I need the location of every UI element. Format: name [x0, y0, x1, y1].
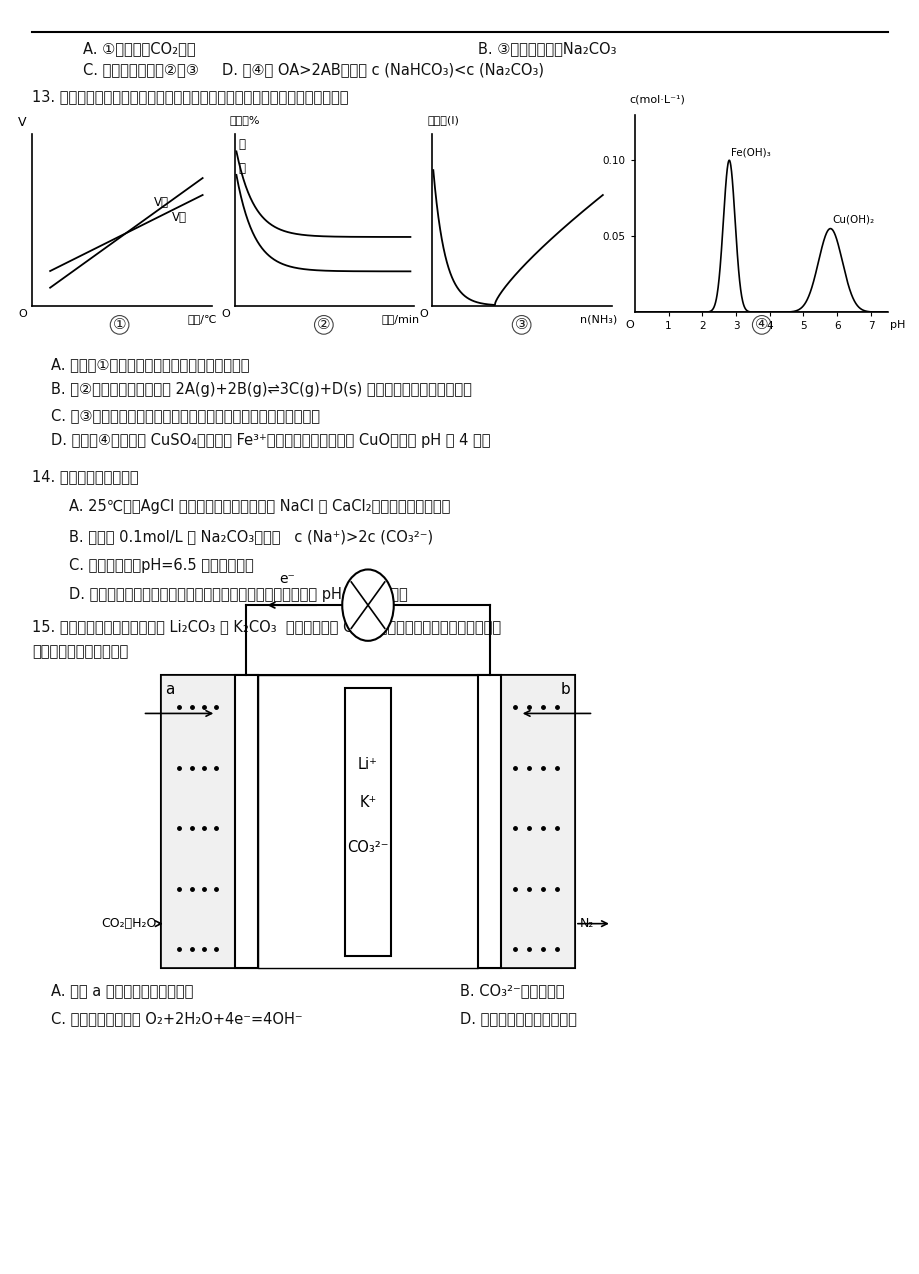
Text: 乙: 乙: [238, 162, 245, 175]
Text: 所示，下列说法正确的是: 所示，下列说法正确的是: [32, 645, 129, 660]
Text: O: O: [18, 310, 28, 320]
Text: Li⁺: Li⁺: [357, 757, 378, 772]
Text: A. 根据图①可判断该可逆反应正反应为吸热反应: A. 根据图①可判断该可逆反应正反应为吸热反应: [51, 357, 249, 372]
Bar: [234, 675, 257, 968]
Bar: [501, 675, 574, 968]
Text: B. CO₃²⁻向正极移动: B. CO₃²⁻向正极移动: [460, 984, 564, 999]
Text: ①: ①: [113, 317, 126, 333]
Text: B. ③中的溶质只有Na₂CO₃: B. ③中的溶质只有Na₂CO₃: [478, 41, 617, 56]
Text: 13. 化学中常用图像直观地描述化学反应的进程或结果。下列图像描述正确的是: 13. 化学中常用图像直观地描述化学反应的进程或结果。下列图像描述正确的是: [32, 89, 348, 104]
Text: O: O: [418, 310, 427, 320]
Text: O: O: [221, 310, 230, 320]
Text: ④: ④: [754, 317, 767, 333]
Text: 温度/℃: 温度/℃: [187, 315, 217, 325]
Text: D. 根据图④，若除去 CuSO₄溶液中的 Fe³⁺，可向溶液中加入适量 CuO，调节 pH 至 4 左右: D. 根据图④，若除去 CuSO₄溶液中的 Fe³⁺，可向溶液中加入适量 CuO…: [51, 433, 490, 448]
Text: CO₂、H₂O: CO₂、H₂O: [101, 917, 156, 930]
Text: Cu(OH)₂: Cu(OH)₂: [832, 214, 873, 224]
Text: V正: V正: [172, 211, 187, 224]
Text: V: V: [18, 116, 27, 129]
Bar: [345, 688, 391, 956]
Text: 15. 某种熶融碳酸盐燃料电池以 Li₂CO₃ 和 K₂CO₃  为电解质、以 CH₄为燃料，该电池的工作原理如下图: 15. 某种熶融碳酸盐燃料电池以 Li₂CO₃ 和 K₂CO₃ 为电解质、以 C…: [32, 619, 501, 634]
Bar: [478, 675, 501, 968]
Text: B. 浓度为 0.1mol/L 的 Na₂CO₃溶液：   c (Na⁺)>2c (CO₃²⁻): B. 浓度为 0.1mol/L 的 Na₂CO₃溶液： c (Na⁺)>2c (…: [69, 529, 433, 544]
Text: a: a: [165, 682, 175, 697]
Text: ②: ②: [317, 317, 330, 333]
Text: D. 向冰醒酸中逐滴添加水，溶液的导电性、醒酸的电离程度和 pH 均先增大后减小: D. 向冰醒酸中逐滴添加水，溶液的导电性、醒酸的电离程度和 pH 均先增大后减小: [69, 587, 407, 603]
Text: C. 正极电极反应式为 O₂+2H₂O+4e⁻=4OH⁻: C. 正极电极反应式为 O₂+2H₂O+4e⁻=4OH⁻: [51, 1012, 302, 1027]
Bar: [257, 675, 478, 968]
Text: A. 电极 a 为负极，发生氧化反应: A. 电极 a 为负极，发生氧化反应: [51, 984, 193, 999]
Text: C. 一定温度下，pH=6.5 的纯水显中性: C. 一定温度下，pH=6.5 的纯水显中性: [69, 558, 254, 573]
Bar: [161, 675, 574, 968]
Text: C. 有两种溶质的是②和③     D. 若④中 OA>2AB，则有 c (NaHCO₃)<c (Na₂CO₃): C. 有两种溶质的是②和③ D. 若④中 OA>2AB，则有 c (NaHCO₃…: [83, 62, 543, 78]
Text: 时间/min: 时间/min: [380, 315, 419, 325]
Text: K⁺: K⁺: [359, 795, 376, 810]
Text: O: O: [625, 320, 633, 330]
Text: Fe(OH)₃: Fe(OH)₃: [730, 148, 770, 157]
Text: e⁻: e⁻: [279, 572, 295, 586]
Text: ③: ③: [515, 317, 528, 333]
Text: 反应物%: 反应物%: [229, 115, 259, 125]
Text: A. 25℃时，AgCl 固体在等物质的量浓度的 NaCl 和 CaCl₂溶液中的溶度积相同: A. 25℃时，AgCl 固体在等物质的量浓度的 NaCl 和 CaCl₂溶液中…: [69, 499, 450, 515]
Text: CO₃²⁻: CO₃²⁻: [346, 840, 389, 855]
Text: C. 图③可表示乙酸溶液中通入氨气至过量过程中溶液导电性的变化: C. 图③可表示乙酸溶液中通入氨气至过量过程中溶液导电性的变化: [51, 408, 319, 423]
Text: pH: pH: [890, 320, 904, 330]
Circle shape: [342, 569, 393, 641]
Text: 14. 下列说法不正确的是: 14. 下列说法不正确的是: [32, 469, 139, 484]
Text: 甲: 甲: [238, 138, 245, 150]
Text: D. 此电池在常温下也能工作: D. 此电池在常温下也能工作: [460, 1012, 576, 1027]
Bar: [161, 675, 234, 968]
Text: 导电性(I): 导电性(I): [426, 115, 459, 125]
Text: N₂: N₂: [579, 917, 594, 930]
Text: B. 若②表示压强对可逆反应 2A(g)+2B(g)⇌3C(g)+D(s) 的影响，则乙对应的压强大: B. 若②表示压强对可逆反应 2A(g)+2B(g)⇌3C(g)+D(s) 的影…: [51, 382, 471, 397]
Text: V逆: V逆: [154, 196, 169, 209]
Text: b: b: [560, 682, 570, 697]
Text: c(mol·L⁻¹): c(mol·L⁻¹): [629, 94, 685, 104]
Text: n(NH₃): n(NH₃): [579, 315, 617, 325]
Text: A. ①中通入的CO₂最少: A. ①中通入的CO₂最少: [83, 41, 195, 56]
